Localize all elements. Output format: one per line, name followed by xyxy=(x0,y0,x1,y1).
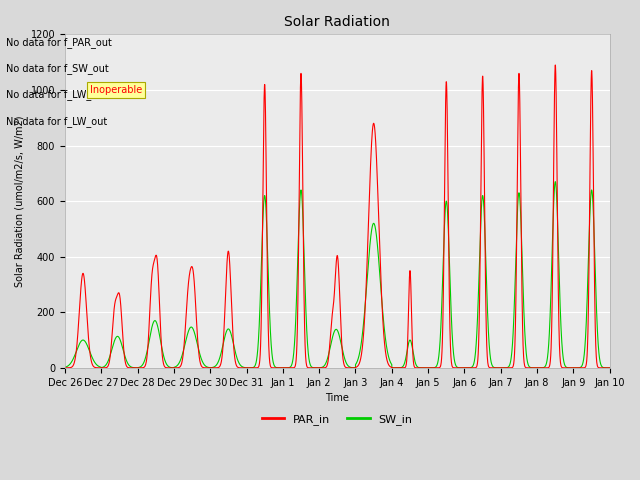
PAR_in xyxy=(159,357,166,363)
Legend: PAR_in, SW_in: PAR_in, SW_in xyxy=(258,409,417,429)
Text: No data for f_LW_out: No data for f_LW_out xyxy=(6,116,108,127)
X-axis label: Time: Time xyxy=(325,393,349,403)
Text: Inoperable: Inoperable xyxy=(90,85,142,95)
Text: No data for f_SW_out: No data for f_SW_out xyxy=(6,63,109,74)
Text: No data for f_LW_in: No data for f_LW_in xyxy=(6,90,100,100)
SW_in xyxy=(429,365,437,371)
Y-axis label: Solar Radiation (umol/m2/s, W/m2): Solar Radiation (umol/m2/s, W/m2) xyxy=(15,115,25,287)
PAR_in xyxy=(429,365,437,371)
SW_in xyxy=(605,365,613,371)
PAR_in xyxy=(605,365,613,371)
SW_in xyxy=(606,365,614,371)
SW_in xyxy=(317,365,324,371)
PAR_in xyxy=(460,365,467,371)
PAR_in xyxy=(317,365,324,371)
Line: PAR_in: PAR_in xyxy=(65,65,610,368)
PAR_in xyxy=(552,62,559,68)
SW_in xyxy=(460,365,467,371)
PAR_in xyxy=(606,365,614,371)
PAR_in xyxy=(490,365,498,371)
PAR_in xyxy=(388,365,396,371)
SW_in xyxy=(61,364,68,370)
SW_in xyxy=(490,365,498,371)
Title: Solar Radiation: Solar Radiation xyxy=(284,15,390,29)
SW_in xyxy=(388,365,396,371)
Line: SW_in: SW_in xyxy=(65,181,610,368)
SW_in xyxy=(552,179,559,184)
SW_in xyxy=(159,349,166,355)
Text: No data for f_PAR_out: No data for f_PAR_out xyxy=(6,37,112,48)
PAR_in xyxy=(61,365,68,371)
